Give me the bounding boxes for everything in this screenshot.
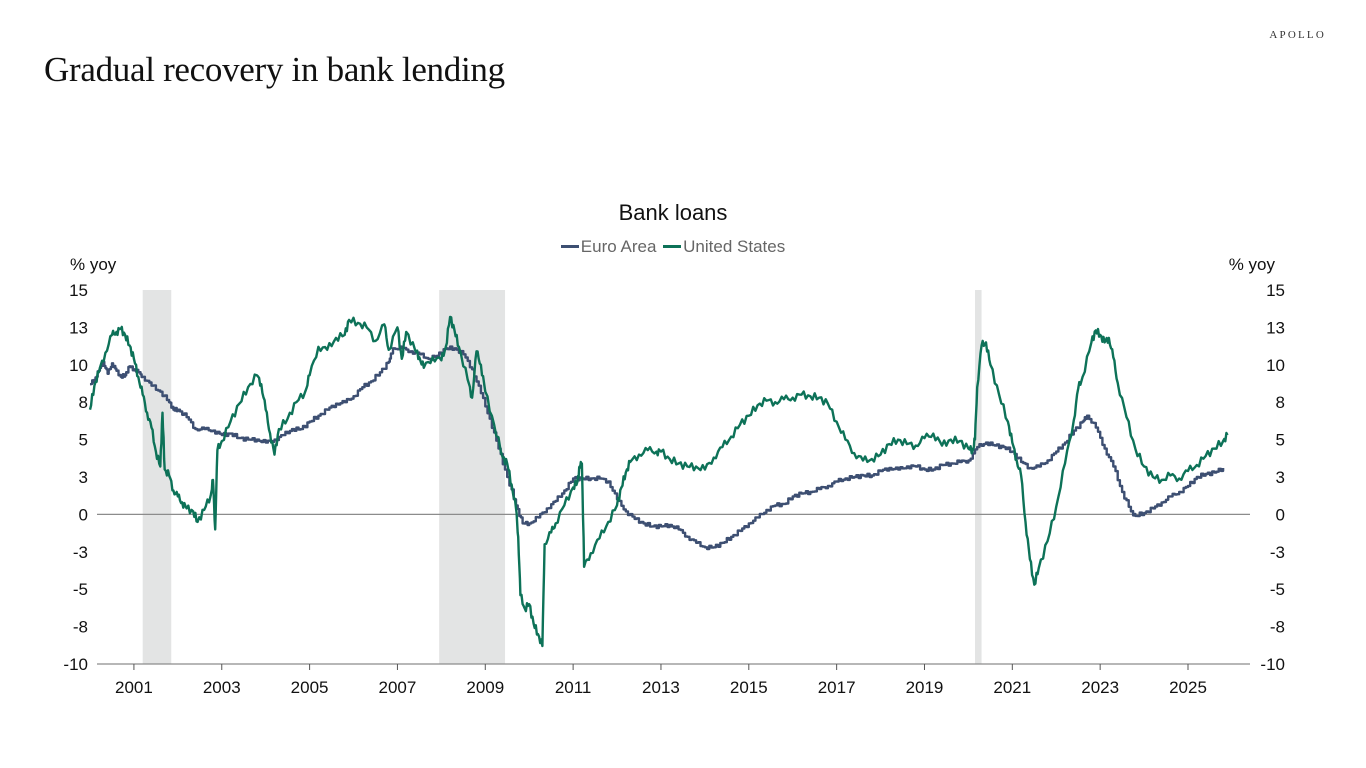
x-tick-label: 2023 xyxy=(1081,678,1119,697)
series-line-euro-area xyxy=(89,345,1225,551)
y-tick-label-right: -3 xyxy=(1270,543,1285,562)
brand-logo: APOLLO xyxy=(1269,29,1326,41)
y-tick-label-right: -5 xyxy=(1270,580,1285,599)
y-tick-label-left: -5 xyxy=(73,580,88,599)
x-tick-label: 2011 xyxy=(555,678,592,697)
y-tick-label-right: 13 xyxy=(1266,318,1285,337)
y-tick-label-right: 15 xyxy=(1266,281,1285,300)
y-tick-label-left: 5 xyxy=(79,431,88,450)
y-tick-label-left: 3 xyxy=(79,468,88,487)
recession-band xyxy=(439,290,506,664)
legend-item-united-states[interactable]: United States xyxy=(663,237,785,257)
y-tick-label-left: -8 xyxy=(73,618,88,637)
x-tick-label: 2007 xyxy=(379,678,417,697)
x-tick-label: 2013 xyxy=(642,678,680,697)
y-tick-label-right: 3 xyxy=(1276,468,1285,487)
x-tick-label: 2015 xyxy=(730,678,768,697)
x-tick-label: 2025 xyxy=(1169,678,1207,697)
page-title: Gradual recovery in bank lending xyxy=(44,50,505,89)
x-tick-label: 2017 xyxy=(818,678,856,697)
y-tick-label-left: 15 xyxy=(69,281,88,300)
y-axis-label-right: % yoy xyxy=(1229,255,1276,274)
y-tick-label-right: -10 xyxy=(1260,655,1285,674)
y-tick-label-right: 5 xyxy=(1276,431,1285,450)
chart-series xyxy=(88,315,1229,648)
y-tick-label-left: 10 xyxy=(69,356,88,375)
recession-band xyxy=(974,290,982,664)
x-tick-label: 2003 xyxy=(203,678,241,697)
recession-band xyxy=(142,290,172,664)
x-tick-label: 2005 xyxy=(291,678,329,697)
y-axis-label-left: % yoy xyxy=(70,255,117,274)
legend-label-united-states: United States xyxy=(683,236,786,256)
x-tick-label: 2001 xyxy=(115,678,153,697)
legend-swatch-united-states xyxy=(663,245,682,248)
x-tick-label: 2019 xyxy=(906,678,944,697)
y-tick-label-left: 0 xyxy=(79,505,88,524)
y-tick-label-right: 8 xyxy=(1276,393,1285,412)
legend-label-euro-area: Euro Area xyxy=(580,236,657,256)
legend-item-euro-area[interactable]: Euro Area xyxy=(560,236,657,257)
y-tick-label-left: 13 xyxy=(69,318,88,337)
recession-shading xyxy=(142,290,982,664)
y-tick-label-left: 8 xyxy=(79,393,88,412)
chart-axes: 15 15 13 13 10 10 8 8 5 5 3 3 0 0 -3 -3 -5 -5 -8 -8 -10 -10 20… xyxy=(63,281,1285,697)
chart-legend: Euro Area United States xyxy=(0,233,1346,257)
y-tick-label-left: -10 xyxy=(63,655,88,674)
chart-title: Bank loans xyxy=(618,200,728,225)
y-tick-label-right: 10 xyxy=(1266,356,1285,375)
y-tick-label-right: 0 xyxy=(1276,505,1285,524)
y-tick-label-right: -8 xyxy=(1270,618,1285,637)
legend-swatch-euro-area xyxy=(560,245,579,248)
x-tick-label: 2021 xyxy=(993,678,1031,697)
x-tick-label: 2009 xyxy=(466,678,504,697)
y-tick-label-left: -3 xyxy=(73,543,88,562)
series-line-united-states xyxy=(88,315,1229,648)
